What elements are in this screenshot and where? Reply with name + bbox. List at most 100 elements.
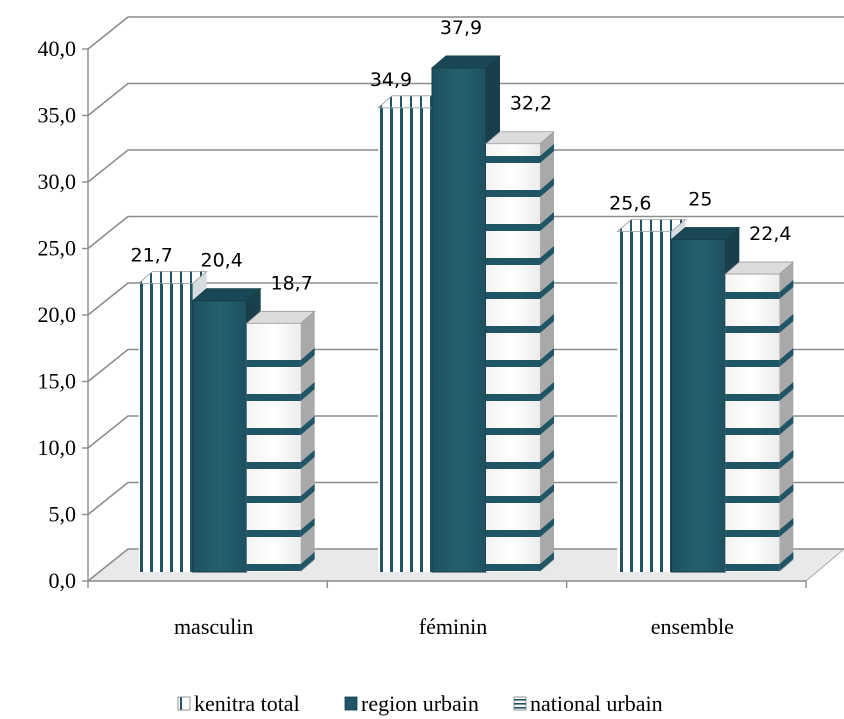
bar bbox=[431, 67, 487, 573]
legend-label: kenitra total bbox=[194, 691, 300, 716]
bar-stripe bbox=[246, 564, 301, 571]
bar-stripe bbox=[486, 530, 540, 537]
gridline bbox=[87, 149, 844, 183]
bar bbox=[486, 143, 540, 573]
bar-stripe-side bbox=[779, 518, 794, 537]
y-tick-label: 40,0 bbox=[38, 36, 77, 61]
gridline bbox=[87, 82, 844, 117]
bar-stripe bbox=[246, 496, 301, 503]
legend-label: national urbain bbox=[530, 691, 663, 716]
bar-top bbox=[191, 288, 262, 302]
axes: 0,0 5,0 10,0 15,0 20,0 25,0 30,0 35,0 40,0 mascul… bbox=[38, 36, 807, 639]
data-label: 32,2 bbox=[510, 93, 552, 115]
bar-stripe bbox=[725, 394, 780, 401]
bar-stripe-side bbox=[540, 246, 554, 265]
bar-stripe bbox=[486, 292, 540, 299]
bar-top bbox=[724, 261, 795, 275]
bar-stripe-side bbox=[300, 382, 315, 401]
data-label: 25,6 bbox=[609, 193, 651, 215]
gridline bbox=[87, 16, 844, 50]
bar-stripe bbox=[725, 360, 780, 367]
gridline bbox=[87, 282, 844, 316]
legend-label: region urbain bbox=[361, 691, 479, 716]
legend-swatch-stripe bbox=[514, 707, 526, 709]
bar-stripe bbox=[725, 530, 780, 537]
bars bbox=[137, 55, 795, 573]
legend-item: region urbain bbox=[344, 691, 479, 716]
y-tick-label: 5,0 bbox=[49, 502, 77, 527]
bar-top bbox=[670, 227, 741, 240]
bar-stripe bbox=[246, 428, 301, 435]
bar-stripe-side bbox=[540, 416, 554, 435]
y-tick-label: 15,0 bbox=[38, 369, 77, 394]
bar-stripe bbox=[725, 292, 780, 299]
bar-stripe bbox=[486, 190, 540, 197]
bar-stripe-side bbox=[540, 280, 554, 299]
bar-stripe-side bbox=[779, 416, 794, 435]
bar-stripe bbox=[246, 360, 301, 367]
bar bbox=[378, 107, 432, 572]
bar-stripe bbox=[486, 156, 540, 163]
bar-stripe bbox=[486, 326, 540, 333]
gridline bbox=[87, 481, 844, 516]
data-label: 22,4 bbox=[749, 223, 791, 245]
bar-stripe-side bbox=[300, 450, 315, 469]
bar-stripe-side bbox=[300, 518, 315, 537]
bar-stripe-side bbox=[540, 484, 554, 503]
bar-stripe-side bbox=[779, 552, 794, 571]
legend-swatch bbox=[344, 696, 358, 711]
x-tick-label: masculin bbox=[174, 614, 253, 639]
y-tick-label: 10,0 bbox=[38, 435, 77, 460]
bar-stripe-side bbox=[300, 552, 315, 571]
bar-top bbox=[616, 219, 687, 232]
bar-stripe-side bbox=[779, 450, 794, 469]
bar-stripe-side bbox=[540, 450, 554, 469]
data-label: 18,7 bbox=[271, 272, 313, 294]
bar bbox=[192, 300, 248, 573]
y-tick-label: 35,0 bbox=[38, 103, 77, 128]
gridline bbox=[87, 348, 844, 383]
bar-stripe bbox=[486, 360, 540, 367]
bar-stripe bbox=[246, 394, 301, 401]
bar-side bbox=[300, 311, 315, 572]
bar-stripe bbox=[246, 462, 301, 469]
data-label: 25 bbox=[688, 189, 712, 211]
bar-stripe-side bbox=[300, 416, 315, 435]
legend-swatch-stripe bbox=[514, 699, 526, 701]
bar-stripe bbox=[725, 496, 780, 503]
gridline bbox=[87, 415, 844, 449]
bar-stripe-side bbox=[540, 178, 554, 197]
bar-stripe bbox=[486, 462, 540, 469]
bar bbox=[138, 283, 193, 572]
y-tick-label: 20,0 bbox=[38, 302, 77, 327]
bar-stripe-side bbox=[540, 212, 554, 231]
bar-stripe-side bbox=[300, 484, 315, 503]
bar-stripe bbox=[725, 428, 780, 435]
bar-stripe-side bbox=[540, 144, 554, 163]
bar bbox=[670, 239, 726, 573]
bar-stripe-side bbox=[540, 382, 554, 401]
y-tick-label: 0,0 bbox=[49, 568, 77, 593]
data-label: 34,9 bbox=[370, 69, 412, 91]
legend-swatch bbox=[177, 696, 191, 711]
bar-stripe-side bbox=[540, 348, 554, 367]
bar-top bbox=[484, 131, 556, 145]
bar-top bbox=[137, 270, 208, 284]
legend: kenitra total region urbain national urbai… bbox=[177, 691, 663, 716]
legend-swatch-stripe bbox=[514, 703, 526, 705]
data-labels: 21,7 20,4 18,7 34,9 37,9 32,2 25,6 25 22,4 bbox=[131, 17, 792, 294]
bar-stripe bbox=[486, 394, 540, 401]
gridline bbox=[87, 548, 844, 582]
bar bbox=[617, 231, 672, 572]
data-label: 21,7 bbox=[131, 244, 173, 266]
bar-stripe bbox=[246, 530, 301, 537]
y-tick-label: 30,0 bbox=[38, 169, 77, 194]
data-label: 20,4 bbox=[201, 250, 243, 272]
bar-stripe-side bbox=[540, 518, 554, 537]
bar-stripe-side bbox=[540, 314, 554, 333]
bar-stripe bbox=[725, 326, 780, 333]
y-tick-label: 25,0 bbox=[38, 236, 77, 261]
x-tick-label: féminin bbox=[419, 614, 487, 639]
bar bbox=[725, 274, 780, 572]
